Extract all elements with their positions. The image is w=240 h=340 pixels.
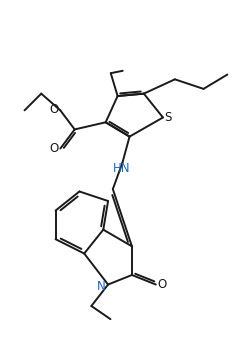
Text: N: N — [96, 280, 105, 293]
Text: O: O — [50, 142, 59, 155]
Text: HN: HN — [113, 162, 131, 175]
Text: O: O — [49, 103, 58, 116]
Text: O: O — [157, 278, 166, 291]
Text: S: S — [164, 111, 172, 124]
